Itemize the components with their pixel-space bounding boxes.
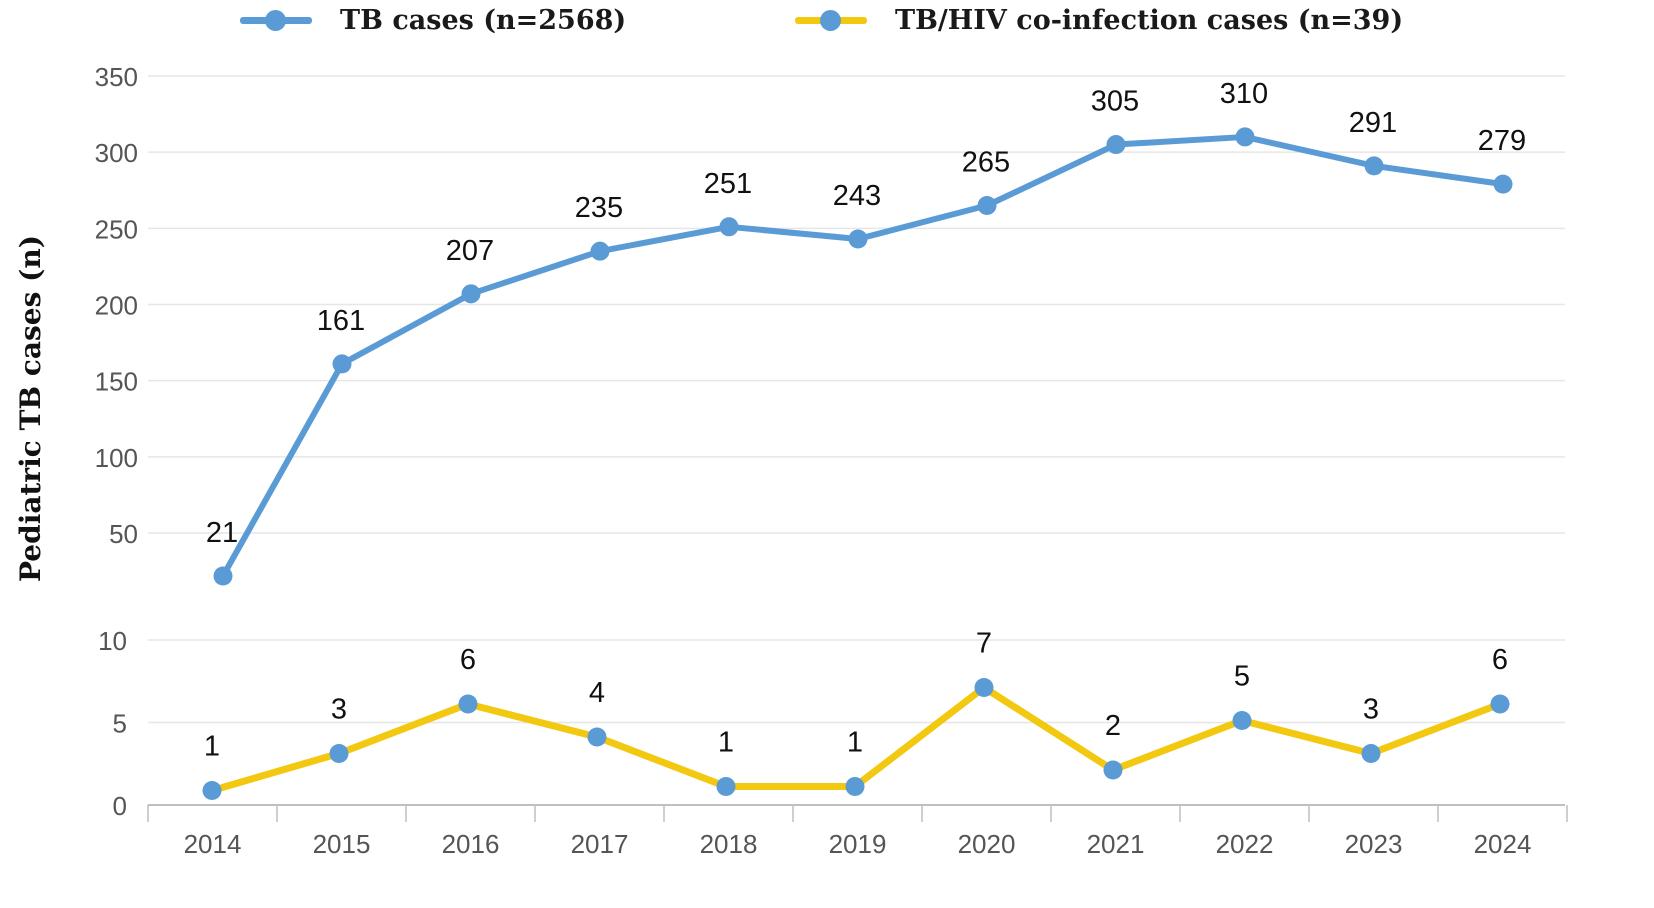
data-label-tb-2019: 243 <box>833 180 881 212</box>
x-tick-label-2024: 2024 <box>1474 829 1532 859</box>
marker-tb-2021 <box>1106 135 1126 155</box>
y-tick-upper-150: 150 <box>95 367 138 397</box>
y-tick-upper-50: 50 <box>109 519 138 549</box>
y-tick-upper-200: 200 <box>95 291 138 321</box>
data-label-tb-2024: 279 <box>1478 125 1526 157</box>
marker-coinfection-2016 <box>458 694 478 714</box>
marker-coinfection-2024 <box>1490 694 1510 714</box>
marker-tb-2017 <box>590 241 610 261</box>
data-label-tb-2022: 310 <box>1220 78 1268 110</box>
y-tick-upper-250: 250 <box>95 214 138 244</box>
data-label-tb-2021: 305 <box>1091 86 1139 118</box>
marker-coinfection-2022 <box>1232 711 1252 730</box>
legend-swatch-coinfection <box>795 0 867 40</box>
y-tick-lower-10: 10 <box>98 626 127 656</box>
legend-item-coinfection: TB/HIV co-infection cases (n=39) <box>795 0 1403 40</box>
marker-tb-2015 <box>332 354 352 374</box>
data-label-tb-2017: 235 <box>575 192 623 224</box>
marker-coinfection-2023 <box>1361 744 1381 763</box>
data-label-coinfection-2015: 3 <box>331 694 347 726</box>
data-label-tb-2023: 291 <box>1349 107 1397 139</box>
x-tick-label-2016: 2016 <box>442 829 500 859</box>
marker-tb-2018 <box>719 217 739 237</box>
x-tick-label-2020: 2020 <box>958 829 1016 859</box>
x-tick-label-2015: 2015 <box>313 829 371 859</box>
data-label-coinfection-2024: 6 <box>1492 644 1508 676</box>
marker-tb-2020 <box>977 195 997 215</box>
marker-tb-2019 <box>848 229 868 249</box>
legend-item-tb: TB cases (n=2568) <box>240 0 626 40</box>
x-tick-label-2018: 2018 <box>700 829 758 859</box>
data-label-coinfection-2023: 3 <box>1363 694 1379 726</box>
legend-swatch-tb <box>240 0 312 40</box>
y-tick-upper-300: 300 <box>95 138 138 168</box>
marker-tb-2014 <box>213 566 233 586</box>
data-label-coinfection-2017: 4 <box>589 677 605 709</box>
y-tick-lower-5: 5 <box>113 709 127 739</box>
data-label-tb-2015: 161 <box>317 305 365 337</box>
legend-label-coinfection: TB/HIV co-infection cases (n=39) <box>895 4 1404 36</box>
marker-tb-2023 <box>1364 156 1384 176</box>
marker-coinfection-2021 <box>1103 760 1123 780</box>
marker-coinfection-2014 <box>202 781 222 800</box>
data-label-coinfection-2018: 1 <box>718 727 734 759</box>
marker-coinfection-2015 <box>329 744 349 763</box>
marker-coinfection-2020 <box>974 678 994 697</box>
x-tick-label-2021: 2021 <box>1087 829 1145 859</box>
x-tick-label-2017: 2017 <box>571 829 629 859</box>
data-label-coinfection-2022: 5 <box>1234 661 1250 693</box>
marker-coinfection-2018 <box>716 777 736 796</box>
data-label-coinfection-2014: 1 <box>204 731 220 763</box>
legend-label-tb: TB cases (n=2568) <box>340 4 627 36</box>
data-label-coinfection-2021: 2 <box>1105 710 1121 742</box>
y-tick-upper-100: 100 <box>95 443 138 473</box>
marker-coinfection-2017 <box>587 727 607 747</box>
data-label-tb-2016: 207 <box>446 235 494 267</box>
data-label-tb-2014: 21 <box>206 517 238 549</box>
data-label-coinfection-2019: 1 <box>847 727 863 759</box>
marker-tb-2016 <box>461 284 481 304</box>
data-label-tb-2018: 251 <box>704 168 752 200</box>
x-tick-label-2019: 2019 <box>829 829 887 859</box>
marker-tb-2024 <box>1493 174 1513 194</box>
data-label-coinfection-2020: 7 <box>976 628 992 660</box>
x-tick-label-2023: 2023 <box>1345 829 1403 859</box>
x-tick-label-2014: 2014 <box>184 829 242 859</box>
marker-tb-2022 <box>1235 127 1255 147</box>
x-tick-label-2022: 2022 <box>1216 829 1274 859</box>
data-label-tb-2020: 265 <box>962 146 1010 178</box>
y-tick-lower-0: 0 <box>113 791 127 821</box>
marker-coinfection-2019 <box>845 777 865 796</box>
data-label-coinfection-2016: 6 <box>460 644 476 676</box>
y-tick-upper-350: 350 <box>95 62 138 92</box>
